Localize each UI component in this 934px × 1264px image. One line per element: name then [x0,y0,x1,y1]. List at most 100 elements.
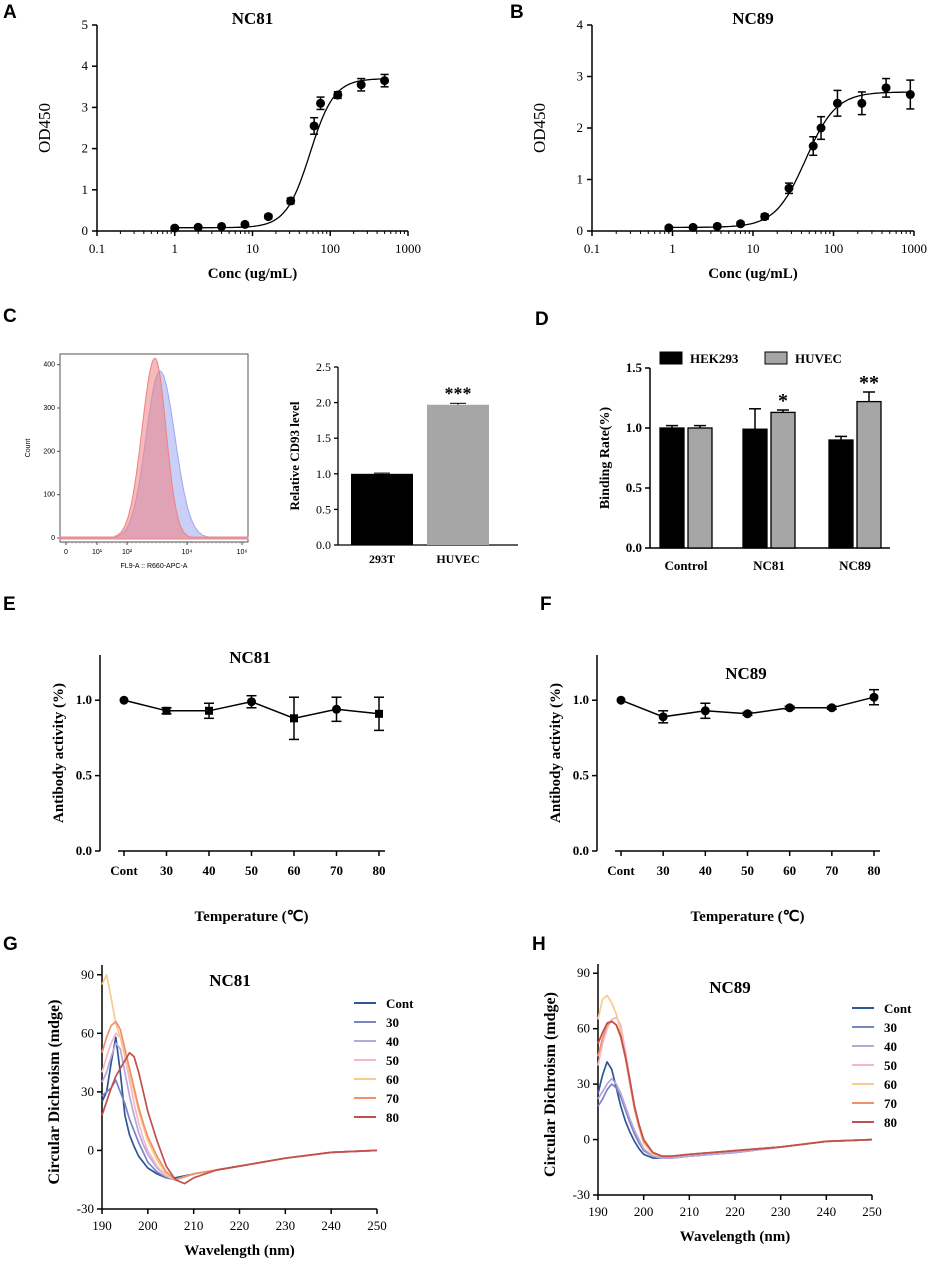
y-tick-label: 100 [43,492,55,499]
data-point [905,90,915,100]
x-axis-label: Wavelength (nm) [680,1229,790,1245]
y-tick-label: 30 [577,1076,590,1091]
x-tick-label: 190 [92,1218,112,1233]
bar-control-huvec [687,427,713,549]
x-axis-label: Conc (ug/mL) [708,266,798,282]
series-line-30 [597,1083,873,1159]
y-tick-label: 1.0 [76,692,92,707]
x-tick-label: 200 [138,1218,158,1233]
fit-curve [668,91,911,229]
legend-label-50: 50 [884,1058,897,1073]
x-tick-label: 1000 [395,241,421,256]
x-tick-label: 80 [868,863,881,878]
bar-293t [351,473,413,545]
y-tick-label: 0 [88,1142,95,1157]
x-tick-label: 220 [725,1204,745,1219]
chart-title: NC89 [709,978,751,997]
x-tick-label: 240 [321,1218,341,1233]
bar-nc89-hek293 [828,439,854,549]
y-tick-label: 4 [82,58,89,73]
legend-label-50: 50 [386,1053,399,1068]
bar-nc81-huvec [770,411,796,549]
y-tick-label: 1 [577,172,584,187]
x-tick-label: 60 [288,863,301,878]
y-axis-label: Relative CD93 level [287,401,302,510]
data-point [290,714,298,723]
legend-swatch-huvec [764,351,788,365]
data-point [193,222,203,232]
significance-label: * [778,390,788,412]
data-point [827,703,837,713]
data-point [816,123,826,133]
y-tick-label: -30 [573,1187,590,1202]
significance-label: ** [859,372,879,394]
y-tick-label: 1.5 [626,360,643,375]
bar-control-hek293 [659,427,685,549]
x-tick-label: Cont [110,863,138,878]
x-tick-label: 10¹ [92,549,103,556]
data-point [309,121,319,131]
data-point [784,183,794,193]
x-tick-label: 1 [172,241,179,256]
panel-letter-d: D [535,309,549,330]
panel-letter-e: E [3,594,16,615]
x-tick-label: 1000 [901,241,927,256]
chart-title: NC89 [725,664,767,683]
y-tick-label: 30 [81,1084,94,1099]
x-tick-label: 70 [330,863,343,878]
data-point [263,212,273,222]
x-tick-label: 60 [783,863,796,878]
x-tick-label: 230 [276,1218,296,1233]
x-tick-label: 100 [321,241,341,256]
x-axis-label: FL9-A :: R660-APC-A [121,563,188,570]
series-line-70 [101,1020,378,1181]
data-point [881,83,891,93]
panel-b-dose-response-nc89: 0 1 2 3 4 0.1 1 10 100 1000 NC89 Conc (ug/mL) OD450 [530,9,927,282]
y-tick-label: 0.0 [316,538,331,552]
data-point [170,223,180,233]
y-tick-label: 60 [577,1021,590,1036]
panel-a-dose-response-nc81: 0 1 2 3 4 5 0.1 1 10 100 1000 NC81 Conc (ug/mL) OD450 [35,9,421,282]
x-tick-label: 40 [203,863,216,878]
series-line-40 [101,1042,378,1181]
data-point [712,221,722,231]
legend-label-40: 40 [884,1039,897,1054]
y-tick-label: 2 [577,120,584,135]
x-tick-label: 240 [817,1204,837,1219]
data-point [808,141,818,151]
panel-c-cd93-bar-chart: 0.0 0.5 1.0 1.5 2.0 2.5 Relative CD93 level 293… [287,360,518,566]
y-tick-label: 1.0 [316,467,331,481]
x-tick-label: 40 [699,863,712,878]
legend-label-80: 80 [884,1115,897,1130]
y-axis-label: OD450 [530,103,549,153]
plot-frame [59,353,249,543]
y-tick-label: 1.5 [316,431,331,445]
legend-label-cont: Cont [386,996,414,1011]
panel-letter-f: F [540,594,552,615]
y-tick-label: 0.0 [573,843,589,858]
panel-g-cd-spectrum-nc81: -30 0 30 60 90 190 200 210 220 230 240 250 Wavelengt… [46,965,414,1259]
x-tick-label: Control [664,558,707,573]
y-axis-label: Binding Rate(%) [598,407,613,510]
legend-label-hek293: HEK293 [690,351,739,366]
y-axis-label: Antibody activity (%) [548,683,564,823]
data-point [743,709,752,719]
chart-title: NC81 [209,971,251,990]
panel-letter-a: A [3,2,17,23]
data-point [736,219,746,229]
data-point [785,703,795,713]
data-point [700,706,710,716]
legend-label-40: 40 [386,1034,399,1049]
x-tick-label: 250 [367,1218,387,1233]
bar-nc89-huvec [856,400,882,549]
y-tick-label: 0.0 [626,540,642,555]
y-tick-label: 0.5 [316,502,331,516]
y-tick-label: 0 [82,223,89,238]
x-tick-label: 210 [184,1218,204,1233]
legend-label-60: 60 [386,1072,399,1087]
x-tick-label: HUVEC [436,552,479,566]
data-point [375,709,383,718]
x-tick-label: 210 [680,1204,700,1219]
data-point [119,695,129,705]
